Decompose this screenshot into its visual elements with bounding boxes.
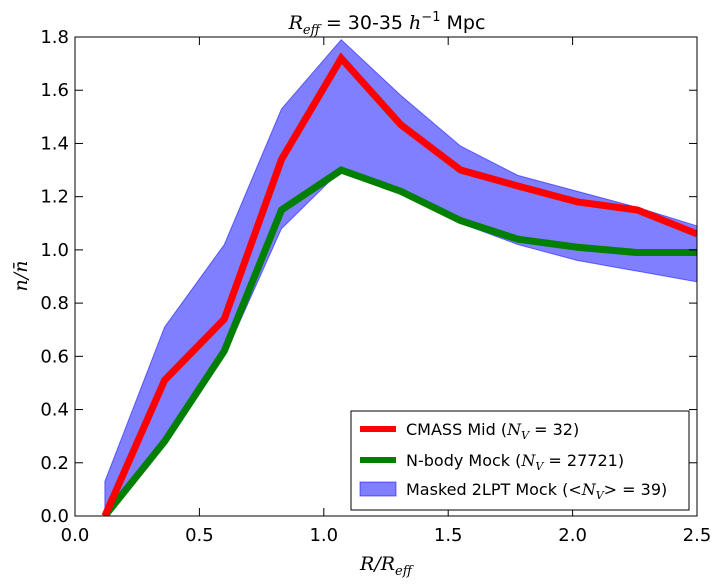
- x-axis-label: R/Reff: [359, 553, 415, 579]
- y-tick-label: 1.4: [40, 133, 69, 154]
- x-tick-label: 2.0: [558, 525, 587, 546]
- y-tick-label: 1.2: [40, 187, 69, 208]
- chart-title: Reff = 30-35 h−1 Mpc: [288, 10, 486, 38]
- legend: CMASS Mid (NV = 32) N-body Mock (NV = 27…: [350, 410, 690, 511]
- y-tick-label: 1.0: [40, 240, 69, 261]
- y-tick-label: 0.4: [40, 400, 69, 421]
- y-tick-label: 0.0: [40, 506, 69, 527]
- x-tick-label: 1.0: [309, 525, 338, 546]
- x-tick-label: 1.5: [434, 525, 463, 546]
- line-layer: [101, 52, 697, 516]
- x-tick-label: 0.0: [61, 525, 90, 546]
- y-tick-label: 1.8: [40, 27, 69, 48]
- legend-swatch-2lpt: [359, 481, 397, 497]
- series-line-nbody: [102, 166, 697, 516]
- y-tick-label: 0.2: [40, 453, 69, 474]
- series-line-cmass: [101, 52, 697, 516]
- y-tick-labels: 0.0 0.2 0.4 0.6 0.8 1.0 1.2 1.4 1.6 1.8: [40, 27, 69, 527]
- y-axis-label: n/n̄: [10, 261, 32, 292]
- legend-label-cmass: CMASS Mid (NV = 32): [406, 420, 579, 442]
- band-layer: [104, 38, 697, 516]
- x-tick-label: 2.5: [683, 525, 712, 546]
- legend-box: [350, 410, 690, 511]
- y-tick-label: 0.6: [40, 346, 69, 367]
- legend-label-2lpt: Masked 2LPT Mock (<NV> = 39): [406, 480, 667, 502]
- y-tick-label: 0.8: [40, 293, 69, 314]
- band-2lpt-mock: [104, 38, 697, 516]
- x-tick-label: 0.5: [185, 525, 214, 546]
- y-tick-label: 1.6: [40, 80, 69, 101]
- plot-frame: [74, 36, 698, 517]
- legend-label-nbody: N-body Mock (NV = 27721): [406, 451, 624, 473]
- x-tick-labels: 0.0 0.5 1.0 1.5 2.0 2.5: [61, 525, 712, 546]
